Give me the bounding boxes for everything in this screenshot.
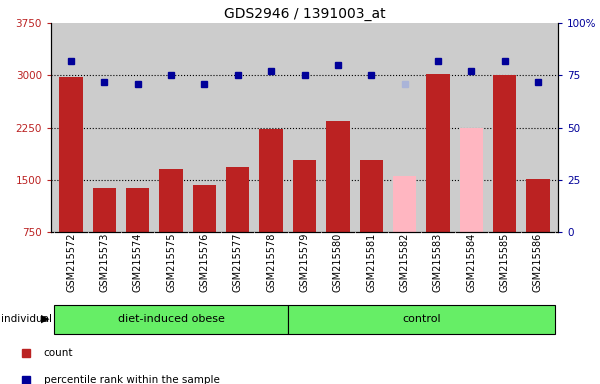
Bar bbox=[59, 77, 83, 232]
Bar bbox=[460, 128, 483, 232]
Bar bbox=[393, 176, 416, 232]
Bar bbox=[92, 188, 116, 232]
Text: GSM215574: GSM215574 bbox=[133, 232, 143, 292]
Bar bbox=[526, 179, 550, 232]
Text: ▶: ▶ bbox=[41, 314, 49, 324]
Bar bbox=[160, 169, 183, 232]
Bar bbox=[359, 161, 383, 232]
Text: individual: individual bbox=[1, 314, 52, 324]
Bar bbox=[193, 185, 216, 232]
Bar bbox=[426, 74, 449, 232]
FancyBboxPatch shape bbox=[55, 305, 288, 334]
Text: GSM215575: GSM215575 bbox=[166, 232, 176, 292]
Text: GSM215584: GSM215584 bbox=[466, 232, 476, 291]
Text: GSM215582: GSM215582 bbox=[400, 232, 410, 292]
Text: GSM215583: GSM215583 bbox=[433, 232, 443, 291]
Title: GDS2946 / 1391003_at: GDS2946 / 1391003_at bbox=[224, 7, 385, 21]
Text: GSM215572: GSM215572 bbox=[66, 232, 76, 292]
Bar bbox=[259, 129, 283, 232]
Text: GSM215578: GSM215578 bbox=[266, 232, 276, 292]
Bar bbox=[126, 189, 149, 232]
Text: GSM215579: GSM215579 bbox=[299, 232, 310, 292]
Text: percentile rank within the sample: percentile rank within the sample bbox=[44, 375, 220, 384]
Text: GSM215577: GSM215577 bbox=[233, 232, 243, 292]
Text: count: count bbox=[44, 348, 73, 358]
FancyBboxPatch shape bbox=[288, 305, 554, 334]
Text: diet-induced obese: diet-induced obese bbox=[118, 314, 224, 324]
Text: control: control bbox=[402, 314, 440, 324]
Text: GSM215581: GSM215581 bbox=[366, 232, 376, 291]
Bar bbox=[226, 167, 250, 232]
Bar bbox=[293, 161, 316, 232]
Text: GSM215580: GSM215580 bbox=[333, 232, 343, 291]
Bar bbox=[326, 121, 350, 232]
Text: GSM215585: GSM215585 bbox=[500, 232, 509, 292]
Bar bbox=[493, 75, 517, 232]
Text: GSM215576: GSM215576 bbox=[199, 232, 209, 292]
Text: GSM215573: GSM215573 bbox=[100, 232, 109, 292]
Text: GSM215586: GSM215586 bbox=[533, 232, 543, 291]
